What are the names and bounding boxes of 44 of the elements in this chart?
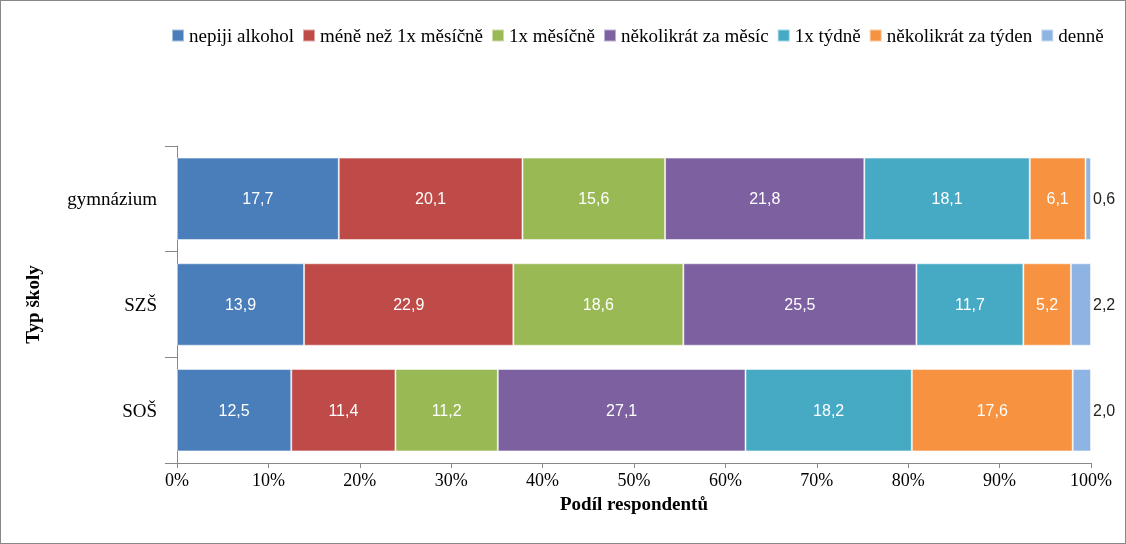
y-tick-label: SOŠ xyxy=(122,399,157,421)
data-label: 11,2 xyxy=(431,401,462,419)
data-label: 5,2 xyxy=(1036,296,1059,313)
x-tick-label: 80% xyxy=(891,470,925,490)
y-tick-label: gymnázium xyxy=(67,188,158,210)
data-label: 21,8 xyxy=(749,190,781,208)
legend-label: nepiji alkohol xyxy=(189,25,295,46)
legend-label: méně než 1x měsíčně xyxy=(320,25,484,46)
data-label: 2,0 xyxy=(1093,401,1116,419)
data-label: 17,6 xyxy=(976,401,1008,419)
x-tick-label: 70% xyxy=(800,470,834,490)
legend-label: denně xyxy=(1058,25,1104,46)
data-label: 22,9 xyxy=(393,296,425,313)
data-label: 6,1 xyxy=(1046,190,1069,208)
y-axis-title: Typ školy xyxy=(22,264,43,344)
data-label: 0,6 xyxy=(1093,190,1116,208)
x-tick-label: 60% xyxy=(708,470,742,490)
data-label: 15,6 xyxy=(578,190,610,208)
legend-label: několikrát za týden xyxy=(886,25,1033,46)
data-label: 20,1 xyxy=(415,190,447,208)
data-label: 25,5 xyxy=(784,296,816,313)
data-label: 18,2 xyxy=(813,401,845,419)
x-tick-label: 20% xyxy=(343,470,377,490)
x-tick-label: 10% xyxy=(251,470,285,490)
data-label: 12,5 xyxy=(218,401,250,419)
legend-label: 1x týdně xyxy=(794,25,861,46)
x-tick-label: 50% xyxy=(617,470,651,490)
legend-label: 1x měsíčně xyxy=(509,25,596,46)
x-tick-label: 90% xyxy=(983,470,1017,490)
y-tick-label: SZŠ xyxy=(124,294,157,315)
x-tick-label: 100% xyxy=(1070,470,1112,490)
data-label: 27,1 xyxy=(606,401,638,419)
x-tick-label: 0% xyxy=(165,470,189,490)
x-tick-label: 30% xyxy=(434,470,468,490)
data-label: 13,9 xyxy=(224,296,257,313)
x-axis-title: Podíl respondentů xyxy=(560,492,709,514)
data-label: 11,7 xyxy=(954,296,985,313)
data-label: 18,1 xyxy=(931,190,963,208)
data-label: 18,6 xyxy=(582,296,615,313)
data-label: 2,2 xyxy=(1093,296,1116,313)
data-label: 17,7 xyxy=(242,190,274,208)
data-label: 11,4 xyxy=(328,401,359,419)
legend-label: několikrát za měsíc xyxy=(621,25,769,46)
x-tick-label: 40% xyxy=(526,470,560,490)
